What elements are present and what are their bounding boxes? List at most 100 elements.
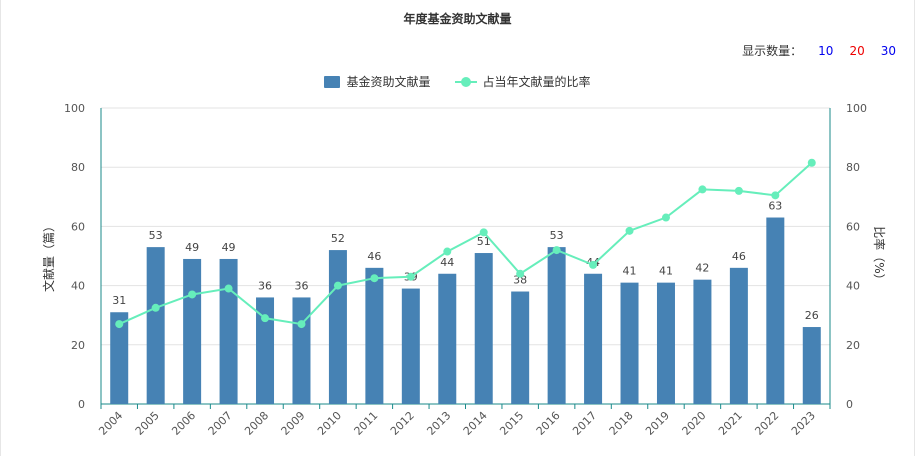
x-tick-label: 2007 <box>206 409 235 438</box>
ratio-point <box>661 213 670 222</box>
ratio-point <box>297 320 306 329</box>
bar <box>766 217 785 404</box>
x-tick-label: 2016 <box>534 409 563 438</box>
bar-value-label: 36 <box>294 279 308 292</box>
bar <box>328 250 347 404</box>
legend-line-swatch <box>454 76 477 88</box>
x-tick-label: 2008 <box>242 409 271 438</box>
display-count-option-20[interactable]: 20 <box>849 43 865 58</box>
x-tick-label: 2014 <box>461 409 490 438</box>
bar <box>729 267 748 404</box>
bar <box>547 247 566 404</box>
ratio-point <box>224 284 233 293</box>
bar <box>183 258 202 404</box>
x-tick-label: 2012 <box>388 409 417 438</box>
y-tick-label-right: 40 <box>846 280 860 293</box>
x-tick-label: 2004 <box>96 409 125 438</box>
ratio-point <box>734 186 743 195</box>
ratio-point <box>151 303 160 312</box>
display-count-label: 显示数量： <box>742 44 803 58</box>
legend-bar-swatch <box>324 75 341 88</box>
y-tick-label-right: 20 <box>846 339 860 352</box>
bar-value-label: 41 <box>659 265 673 278</box>
bar-value-label: 52 <box>331 232 345 245</box>
y-tick-label-right: 60 <box>846 220 860 233</box>
legend-bar-label: 基金资助文献量 <box>346 75 431 89</box>
bar <box>146 247 165 404</box>
bar-value-label: 38 <box>513 274 527 287</box>
y-tick-label-right: 0 <box>846 398 853 411</box>
bar-value-label: 53 <box>550 229 564 242</box>
bar <box>292 297 311 404</box>
ratio-point <box>807 158 816 167</box>
chart-legend: 基金资助文献量 占当年文献量的比率 <box>1 73 914 90</box>
bar-value-label: 41 <box>623 265 637 278</box>
legend-item-line[interactable]: 占当年文献量的比率 <box>454 73 591 90</box>
x-tick-label: 2022 <box>752 409 781 438</box>
bar <box>438 273 457 404</box>
bar <box>620 282 639 404</box>
y-tick-label-left: 0 <box>78 398 85 411</box>
ratio-line <box>118 162 813 326</box>
ratio-point <box>443 247 452 256</box>
x-tick-label: 2006 <box>169 409 198 438</box>
bar <box>219 258 238 404</box>
y-axis-title-left: 文献量（篇） <box>41 220 56 292</box>
bar-value-label: 49 <box>185 241 199 254</box>
ratio-point <box>115 320 124 329</box>
y-tick-label-left: 20 <box>71 339 85 352</box>
ratio-point <box>370 274 379 283</box>
x-tick-label: 2018 <box>607 409 636 438</box>
display-count-option-10[interactable]: 10 <box>818 43 834 58</box>
bar-value-label: 42 <box>695 262 709 275</box>
y-tick-label-right: 80 <box>846 161 860 174</box>
x-tick-label: 2015 <box>497 409 526 438</box>
bar <box>656 282 675 404</box>
ratio-point <box>771 191 780 200</box>
ratio-point <box>479 228 488 237</box>
x-tick-label: 2011 <box>352 409 381 438</box>
x-tick-label: 2020 <box>680 409 709 438</box>
ratio-point <box>188 290 197 299</box>
ratio-point <box>406 272 415 281</box>
bar <box>401 288 420 404</box>
y-tick-label-left: 80 <box>71 161 85 174</box>
bar-value-label: 46 <box>367 250 381 263</box>
bar-value-label: 63 <box>768 200 782 213</box>
bar <box>110 312 129 404</box>
ratio-point <box>625 226 634 235</box>
legend-line-label: 占当年文献量的比率 <box>482 75 591 89</box>
chart-title: 年度基金资助文献量 <box>403 12 512 26</box>
x-tick-label: 2021 <box>716 409 745 438</box>
y-tick-label-left: 60 <box>71 220 85 233</box>
y-axis-title-right: 比率（%） <box>872 226 887 285</box>
x-tick-label: 2010 <box>315 409 344 438</box>
x-tick-label: 2005 <box>133 409 162 438</box>
bar-value-label: 36 <box>258 279 272 292</box>
x-tick-label: 2023 <box>789 409 818 438</box>
bar-value-label: 49 <box>222 241 236 254</box>
ratio-point <box>589 260 598 269</box>
bar-value-label: 31 <box>112 294 126 307</box>
bar-value-label: 51 <box>477 235 491 248</box>
ratio-point <box>333 281 342 290</box>
x-tick-label: 2017 <box>570 409 599 438</box>
ratio-point <box>698 185 707 194</box>
display-count-option-30[interactable]: 30 <box>880 43 896 58</box>
bar <box>474 253 493 404</box>
bar-value-label: 44 <box>440 256 454 269</box>
bar-value-label: 46 <box>732 250 746 263</box>
legend-item-bar[interactable]: 基金资助文献量 <box>324 73 431 90</box>
x-tick-label: 2019 <box>643 409 672 438</box>
bar <box>584 273 603 404</box>
x-tick-label: 2009 <box>279 409 308 438</box>
y-tick-label-right: 100 <box>846 102 867 115</box>
bar <box>802 327 821 404</box>
bar <box>511 291 530 404</box>
y-tick-label-left: 40 <box>71 280 85 293</box>
bar <box>365 267 384 404</box>
bar <box>256 297 275 404</box>
bar <box>693 279 712 404</box>
